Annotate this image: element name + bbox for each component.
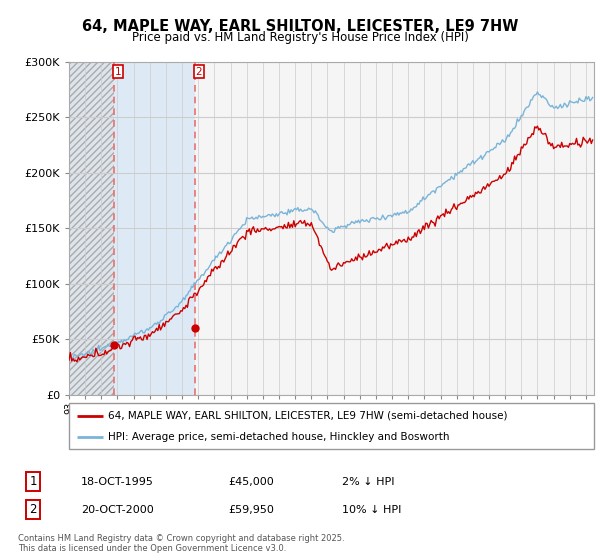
Text: 64, MAPLE WAY, EARL SHILTON, LEICESTER, LE9 7HW: 64, MAPLE WAY, EARL SHILTON, LEICESTER, … bbox=[82, 19, 518, 34]
Text: £45,000: £45,000 bbox=[228, 477, 274, 487]
FancyBboxPatch shape bbox=[69, 403, 594, 449]
Text: 18-OCT-1995: 18-OCT-1995 bbox=[81, 477, 154, 487]
Text: 2: 2 bbox=[29, 503, 37, 516]
Text: 10% ↓ HPI: 10% ↓ HPI bbox=[342, 505, 401, 515]
Text: 2: 2 bbox=[196, 67, 202, 77]
Text: 1: 1 bbox=[115, 67, 122, 77]
Bar bbox=[195, 62, 594, 395]
Bar bbox=[69, 62, 114, 395]
Text: Contains HM Land Registry data © Crown copyright and database right 2025.
This d: Contains HM Land Registry data © Crown c… bbox=[18, 534, 344, 553]
Text: 2% ↓ HPI: 2% ↓ HPI bbox=[342, 477, 395, 487]
Text: 20-OCT-2000: 20-OCT-2000 bbox=[81, 505, 154, 515]
Bar bbox=[114, 62, 195, 395]
Text: HPI: Average price, semi-detached house, Hinckley and Bosworth: HPI: Average price, semi-detached house,… bbox=[109, 432, 450, 442]
Text: £59,950: £59,950 bbox=[228, 505, 274, 515]
Text: 64, MAPLE WAY, EARL SHILTON, LEICESTER, LE9 7HW (semi-detached house): 64, MAPLE WAY, EARL SHILTON, LEICESTER, … bbox=[109, 410, 508, 421]
Text: Price paid vs. HM Land Registry's House Price Index (HPI): Price paid vs. HM Land Registry's House … bbox=[131, 31, 469, 44]
Text: 1: 1 bbox=[29, 475, 37, 488]
